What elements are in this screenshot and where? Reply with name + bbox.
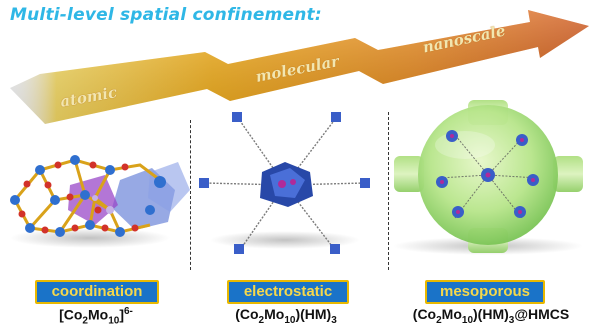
- formula-hmcs-composite: (Co2Mo10)(HM)3@HMCS: [412, 306, 570, 326]
- hmcs-sphere-illustration: [393, 100, 583, 255]
- badge-electrostatic: electrostatic: [227, 280, 349, 304]
- divider-right: [388, 112, 389, 270]
- badge-coordination: coordination: [35, 280, 159, 304]
- cluster-structure-illustration: [10, 155, 190, 248]
- diagram-title: Multi-level spatial confinement:: [10, 5, 322, 25]
- badge-mesoporous: mesoporous: [425, 280, 545, 304]
- formula-hm-assembly: (Co2Mo10)(HM)3: [235, 306, 337, 326]
- divider-left: [190, 120, 191, 270]
- formula-cluster: [Co2Mo10]6-: [59, 306, 133, 327]
- hm-assembly-illustration: [199, 112, 370, 254]
